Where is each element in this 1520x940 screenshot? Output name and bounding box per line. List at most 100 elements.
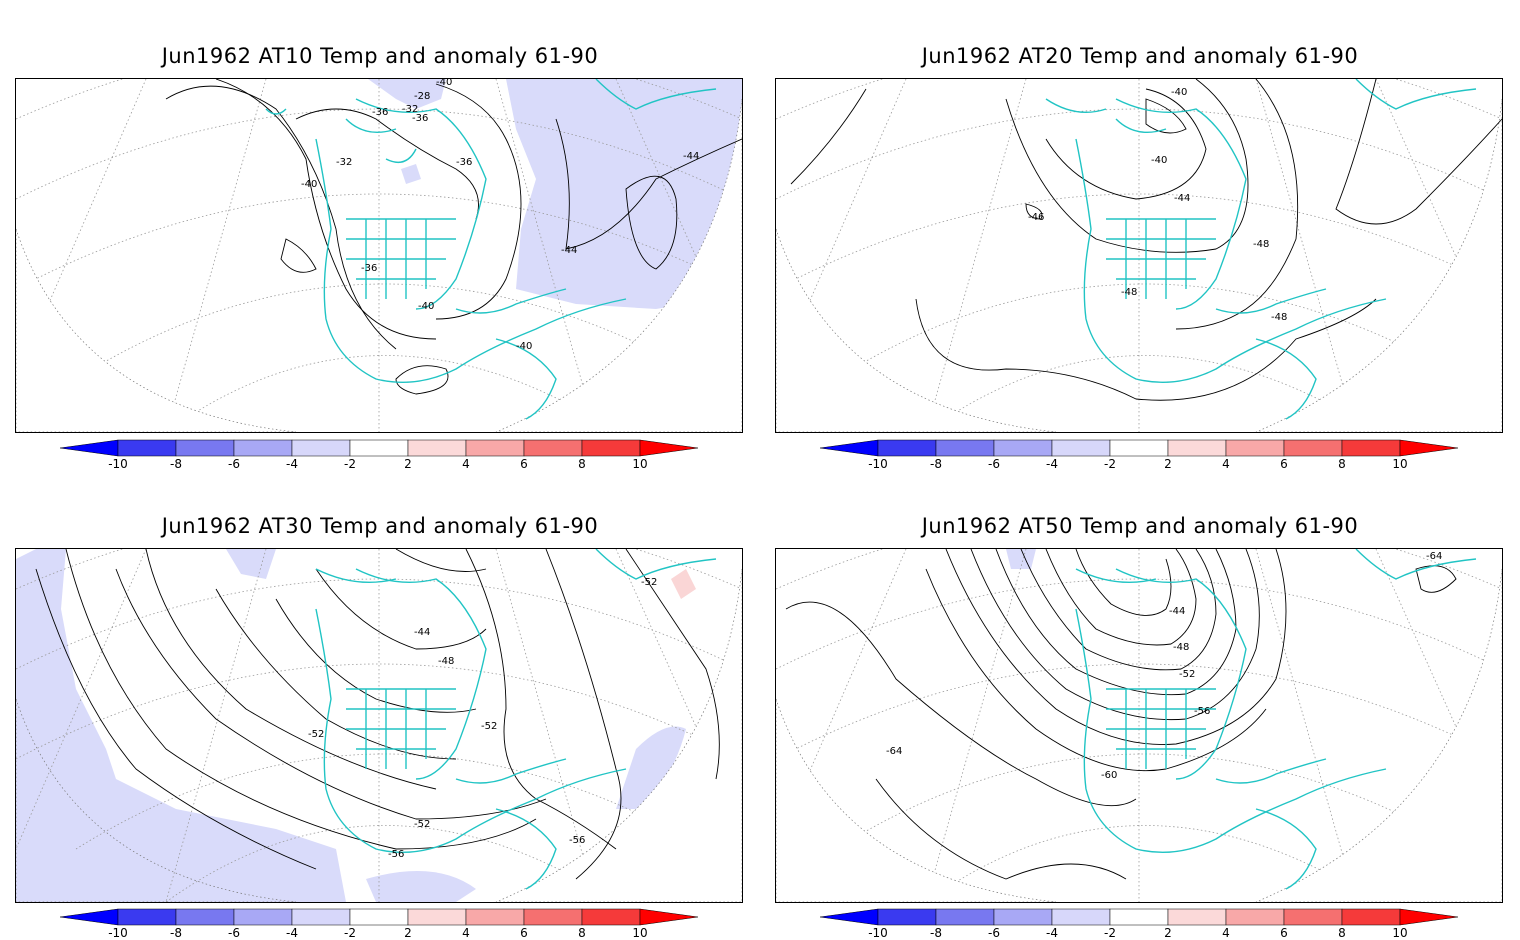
map-at20: -40 -40 -44 -46 -48 -48 -48: [775, 78, 1503, 433]
colorbar-tick-label: 2: [1164, 926, 1172, 939]
colorbar-segment: [233, 439, 293, 457]
colorbar-segment: [1051, 908, 1111, 926]
colorbar-tick-label: 10: [1392, 926, 1407, 939]
contour-label: -52: [641, 577, 657, 588]
map-at30: -52 -44 -48 -52 -52 -52 -56 -56: [15, 548, 743, 903]
colorbar-segment: [291, 439, 351, 457]
colorbar-segment: [935, 439, 995, 457]
contour-label: -40: [301, 179, 317, 190]
anomaly-region: [401, 164, 421, 184]
colorbar-tick-label: 8: [1338, 926, 1346, 939]
colorbar-segment: [291, 908, 351, 926]
colorbar-tick-label: -8: [930, 926, 942, 939]
colorbar-tick-label: 8: [578, 457, 586, 470]
contour-labels: -40 -40 -44 -46 -48 -48 -48: [1028, 87, 1287, 323]
contour-label: -56: [569, 835, 585, 846]
map-at10: -40 -28 -36 -32 -36 -32 -36 -44 -40 -44 …: [15, 78, 743, 433]
colorbar-tick-label: 10: [1392, 457, 1407, 470]
contour-label: -48: [1121, 287, 1137, 298]
contour-label: -40: [516, 341, 532, 352]
colorbar-segment: [175, 908, 235, 926]
hemisphere-edge: [1255, 568, 1502, 902]
hemisphere-edge: [776, 698, 1057, 902]
colorbar-tick-label: -4: [286, 457, 298, 470]
panel-title: Jun1962 AT30 Temp and anomaly 61-90: [161, 514, 599, 538]
colorbar-segment: [233, 908, 293, 926]
anomaly-region: [16, 549, 346, 902]
colorbar-tick-label: 6: [1280, 926, 1288, 939]
contour-label: -60: [1101, 770, 1117, 781]
contour-label: -48: [1253, 239, 1269, 250]
colorbar-segment: [349, 908, 409, 926]
graticule: [16, 549, 742, 902]
contour-label: -40: [436, 79, 452, 88]
contour-labels: -64 -44 -48 -52 -56 -64 -60: [886, 551, 1442, 781]
colorbar-segment: [1225, 439, 1285, 457]
contour-label: -32: [336, 157, 352, 168]
colorbar-tick-label: -2: [1104, 457, 1116, 470]
hemisphere-edge: [16, 228, 297, 432]
hemisphere-edge: [776, 228, 1057, 432]
anomaly-pos-region: [671, 569, 696, 599]
colorbar-segment: [820, 439, 879, 457]
colorbar-tick-label: -6: [228, 926, 240, 939]
colorbar-segment: [1225, 908, 1285, 926]
colorbar-tick-label: 8: [1338, 457, 1346, 470]
colorbar-segment: [1109, 908, 1169, 926]
coastline: [1075, 549, 1477, 890]
colorbar-tick-label: -8: [170, 926, 182, 939]
colorbar-segment: [1283, 908, 1343, 926]
map-canvas: -40 -40 -44 -46 -48 -48 -48: [776, 79, 1502, 432]
contour-label: -48: [438, 656, 454, 667]
colorbar-tick-label: -2: [1104, 926, 1116, 939]
contour-label: -64: [1426, 551, 1442, 562]
hemisphere-edge: [495, 568, 742, 902]
map-canvas: -40 -28 -36 -32 -36 -32 -36 -44 -40 -44 …: [16, 79, 742, 432]
colorbar-segment: [1167, 439, 1227, 457]
colorbar-segment: [1109, 439, 1169, 457]
anomaly-region: [616, 726, 686, 809]
contours: [785, 549, 1457, 880]
contour-label: -36: [361, 263, 377, 274]
contour-label: -32: [402, 104, 418, 115]
panel-title: Jun1962 AT20 Temp and anomaly 61-90: [921, 44, 1359, 68]
map-at50: -64 -44 -48 -52 -56 -64 -60: [775, 548, 1503, 903]
coastline: [315, 549, 717, 890]
colorbar-tick-label: -10: [868, 457, 888, 470]
colorbar-tick-label: -4: [1046, 457, 1058, 470]
colorbar-segment: [1399, 908, 1459, 926]
contour-label: -56: [1194, 706, 1210, 717]
colorbar-segment: [993, 439, 1053, 457]
colorbar-tick-label: -8: [930, 457, 942, 470]
colorbar-segment: [523, 439, 583, 457]
coastline: [265, 79, 717, 420]
anomaly-region: [368, 79, 446, 109]
colorbar-tick-label: -10: [108, 457, 128, 470]
contour-label: -46: [1028, 212, 1044, 223]
contours: [35, 549, 720, 880]
contour-label: -28: [414, 91, 430, 102]
colorbar-segment: [820, 908, 879, 926]
colorbar-tick-label: 2: [1164, 457, 1172, 470]
hemisphere-edge: [495, 98, 742, 432]
contour-label: -40: [418, 301, 434, 312]
colorbar-tick-label: 2: [404, 926, 412, 939]
contour-label: -36: [412, 113, 428, 124]
contour-label: -52: [1179, 669, 1195, 680]
colorbar-tick-label: 4: [462, 457, 470, 470]
colorbar-segment: [465, 439, 525, 457]
anomaly-region: [366, 871, 476, 902]
colorbar-segment: [117, 439, 177, 457]
colorbar-tick-label: -6: [228, 457, 240, 470]
colorbar-segment: [465, 908, 525, 926]
contour-label: -36: [372, 107, 388, 118]
anomaly-region: [506, 79, 742, 309]
colorbar-tick-label: -4: [1046, 926, 1058, 939]
contour-label: -44: [1174, 193, 1190, 204]
colorbar-segment: [407, 439, 467, 457]
colorbar-segment: [877, 908, 937, 926]
map-canvas: -64 -44 -48 -52 -56 -64 -60: [776, 549, 1502, 902]
hemisphere-edge: [16, 698, 297, 902]
colorbar-tick-label: -8: [170, 457, 182, 470]
colorbar-tick-label: -10: [108, 926, 128, 939]
